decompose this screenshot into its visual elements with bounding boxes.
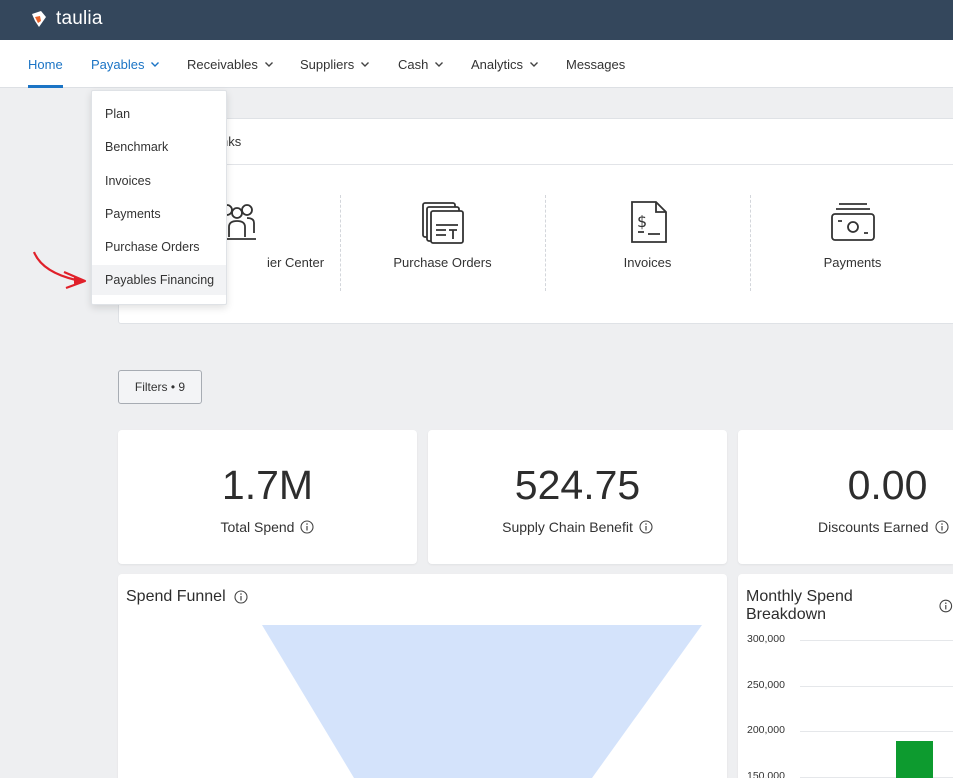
svg-text:$: $ <box>637 212 647 231</box>
y-tick-label: 300,000 <box>747 633 785 645</box>
monthly-spend-title: Monthly Spend Breakdown <box>746 588 853 623</box>
y-tick-label: 150,000 <box>747 770 785 778</box>
info-icon[interactable] <box>934 520 949 534</box>
chart-bar[interactable] <box>896 740 933 778</box>
menu-item-payments[interactable]: Payments <box>105 207 161 221</box>
quick-link-label: Purchase Orders <box>393 255 492 270</box>
kpi-label-text: Total Spend <box>220 519 295 535</box>
brand-name: taulia <box>56 8 103 29</box>
nav-cash-label: Cash <box>398 56 429 72</box>
purchase-orders-icon <box>421 202 464 244</box>
menu-item-plan[interactable]: Plan <box>105 107 131 121</box>
menu-item-invoices[interactable]: Invoices <box>105 174 151 188</box>
nav-cash[interactable]: Cash <box>398 40 444 88</box>
main-nav: Home Payables Receivables Suppliers Cash… <box>0 40 953 88</box>
kpi-card-supply-chain-benefit: 524.75 Supply Chain Benefit <box>428 430 727 564</box>
quick-link-payments[interactable]: Payments <box>750 199 953 270</box>
divider <box>545 195 546 291</box>
funnel-shape <box>262 625 702 778</box>
nav-active-indicator <box>28 85 63 88</box>
nav-analytics-label: Analytics <box>471 56 524 72</box>
y-tick-label: 250,000 <box>747 678 785 691</box>
info-icon[interactable] <box>300 520 315 534</box>
taulia-logo[interactable]: taulia <box>28 8 103 30</box>
invoice-icon: $ <box>630 201 667 243</box>
spend-funnel-chart <box>262 625 702 778</box>
monthly-spend-breakdown-panel: Monthly Spend Breakdown 300,000 250,000 20… <box>738 574 953 778</box>
quick-link-label: ier Center <box>266 255 325 270</box>
nav-analytics[interactable]: Analytics <box>471 40 539 88</box>
quick-link-label: Invoices <box>623 255 672 270</box>
chevron-down-icon <box>264 62 273 67</box>
nav-home[interactable]: Home <box>28 40 63 88</box>
payments-icon <box>830 203 875 241</box>
quick-link-purchase-orders[interactable]: Purchase Orders <box>340 199 545 270</box>
nav-messages-label: Messages <box>566 56 626 72</box>
menu-item-purchase-orders[interactable]: Purchase Orders <box>105 240 200 254</box>
quick-link-invoices[interactable]: $ Invoices <box>545 199 750 270</box>
chevron-down-icon <box>435 62 444 67</box>
nav-suppliers[interactable]: Suppliers <box>300 40 370 88</box>
nav-receivables-label: Receivables <box>187 56 258 72</box>
menu-item-payables-financing[interactable]: Payables Financing <box>92 265 226 295</box>
chevron-down-icon <box>361 62 370 67</box>
filters-button-label: Filters • 9 <box>134 380 186 394</box>
nav-home-label: Home <box>28 56 63 72</box>
annotation-arrow-icon <box>32 251 87 290</box>
kpi-card-total-spend: 1.7M Total Spend <box>118 430 417 564</box>
kpi-label: Discounts Earned <box>738 519 953 535</box>
filters-button[interactable]: Filters • 9 <box>118 370 202 404</box>
nav-suppliers-label: Suppliers <box>300 56 355 72</box>
divider <box>750 195 751 291</box>
menu-item-benchmark[interactable]: Benchmark <box>105 140 169 154</box>
nav-payables-label: Payables <box>91 56 145 72</box>
panel-title: Monthly Spend Breakdown <box>746 588 953 624</box>
kpi-label-text: Supply Chain Benefit <box>502 519 633 535</box>
nav-payables[interactable]: Payables <box>91 40 160 88</box>
y-tick-label: 200,000 <box>747 724 785 737</box>
kpi-card-discounts-earned: 0.00 Discounts Earned <box>738 430 953 564</box>
divider <box>340 195 341 291</box>
kpi-value: 0.00 <box>847 462 928 508</box>
taulia-logo-icon <box>32 11 46 27</box>
grid-line <box>800 685 953 687</box>
grid-line <box>800 731 953 733</box>
grid-line <box>800 640 953 641</box>
payables-dropdown-menu: Plan Benchmark Invoices Payments Purchas… <box>91 90 227 305</box>
quick-links-card: nks ier Center Purchase Orders $ <box>118 118 953 324</box>
info-icon[interactable] <box>234 590 248 604</box>
spend-funnel-title: Spend Funnel <box>126 588 226 605</box>
quick-link-label: Payments <box>823 255 882 270</box>
quick-link-supplier-center[interactable]: ier Center <box>134 199 339 270</box>
kpi-label: Total Spend <box>118 519 417 535</box>
kpi-value: 1.7M <box>221 462 314 508</box>
info-icon[interactable] <box>939 599 953 613</box>
panel-title: Spend Funnel <box>126 588 248 606</box>
nav-messages[interactable]: Messages <box>566 40 625 88</box>
nav-receivables[interactable]: Receivables <box>187 40 274 88</box>
quick-links-header: nks <box>119 119 953 165</box>
chevron-down-icon <box>530 62 539 67</box>
top-bar: taulia <box>0 0 953 40</box>
kpi-label-text: Discounts Earned <box>818 519 929 535</box>
spend-funnel-panel: Spend Funnel <box>118 574 727 778</box>
kpi-value: 524.75 <box>514 462 641 508</box>
chevron-down-icon <box>151 62 160 67</box>
kpi-label: Supply Chain Benefit <box>428 519 727 535</box>
info-icon[interactable] <box>639 520 653 534</box>
